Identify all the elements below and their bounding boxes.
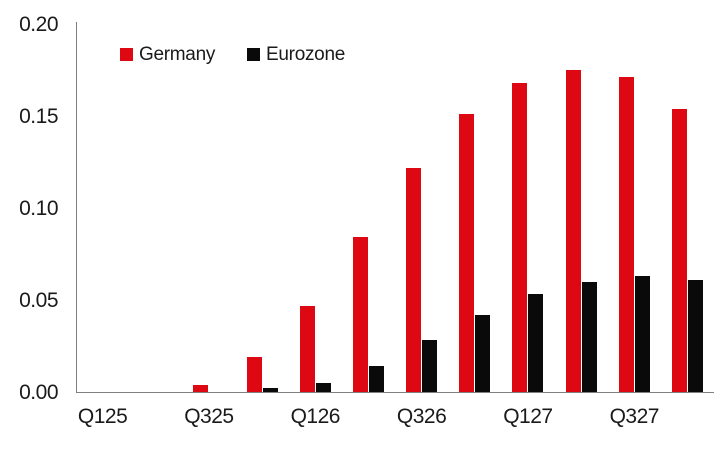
- x-tick-label: Q326: [396, 405, 447, 428]
- bar-eurozone-q226: [368, 366, 384, 392]
- x-axis-line: [76, 392, 714, 393]
- bar-germany-q427: [671, 109, 687, 392]
- x-tick-label: Q126: [290, 405, 341, 428]
- bar-germany-q127: [512, 83, 528, 392]
- x-tick-label: Q127: [503, 405, 553, 428]
- bar-eurozone-q227: [581, 282, 597, 392]
- bar-germany-q327: [618, 77, 634, 392]
- bar-germany-q227: [565, 70, 581, 392]
- y-tick-label: 0.20: [19, 13, 58, 36]
- bar-germany-q425: [246, 357, 262, 392]
- bar-germany-q226: [352, 237, 368, 392]
- bar-eurozone-q326: [422, 340, 438, 392]
- eurozone-swatch-icon: [247, 48, 261, 61]
- bar-eurozone-q327: [634, 276, 650, 392]
- bar-eurozone-q127: [528, 294, 544, 392]
- legend-label-eurozone: Eurozone: [266, 44, 345, 65]
- bar-eurozone-q425: [262, 388, 278, 392]
- germany-swatch-icon: [120, 48, 133, 61]
- legend-label-germany: Germany: [139, 44, 216, 65]
- y-tick-label: 0.15: [19, 105, 58, 128]
- bar-germany-q325: [193, 385, 209, 392]
- bar-eurozone-q126: [315, 383, 331, 392]
- bar-germany-q426: [459, 114, 475, 392]
- bar-germany-q126: [299, 306, 315, 392]
- legend: Germany Eurozone: [120, 45, 345, 64]
- y-tick-label: 0.10: [19, 197, 58, 220]
- x-tick-label: Q325: [184, 405, 234, 428]
- bar-eurozone-q427: [687, 280, 703, 392]
- y-tick-label: 0.00: [19, 381, 58, 404]
- bar-eurozone-q426: [475, 315, 491, 392]
- x-tick-label: Q327: [609, 405, 660, 428]
- bar-germany-q326: [406, 168, 422, 392]
- legend-item-germany: Germany: [120, 45, 215, 64]
- y-tick-label: 0.05: [19, 289, 58, 312]
- x-tick-label: Q125: [77, 405, 128, 428]
- legend-item-eurozone: Eurozone: [247, 45, 345, 64]
- y-axis-line: [76, 22, 77, 392]
